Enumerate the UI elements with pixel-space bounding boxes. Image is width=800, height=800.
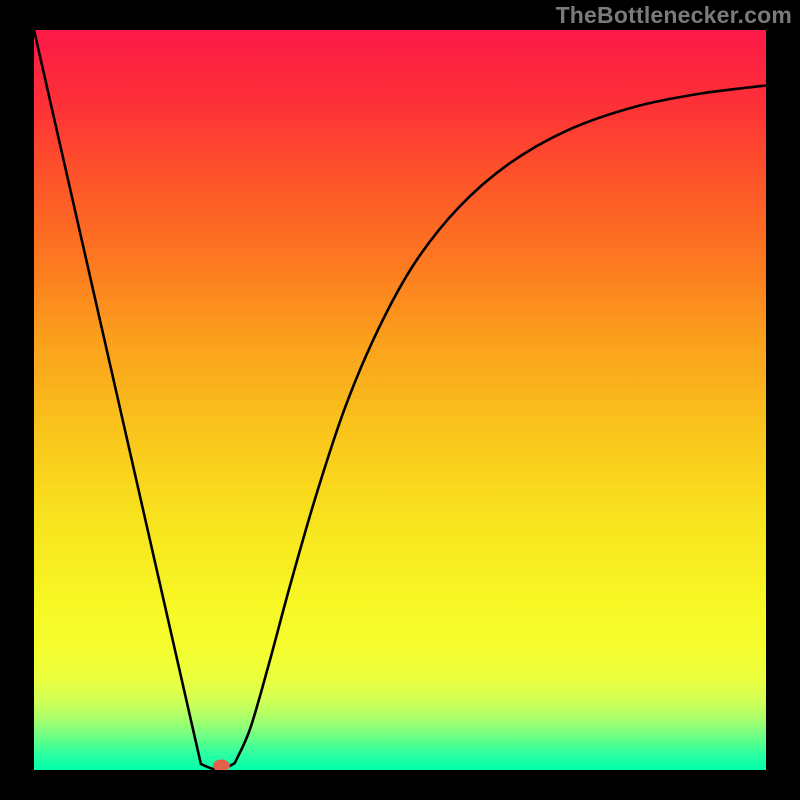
optimal-point-marker [213,760,229,770]
plot-background [34,30,766,770]
watermark-text: TheBottlenecker.com [556,2,792,29]
figure-frame: TheBottlenecker.com [0,0,800,800]
bottleneck-plot [34,30,766,770]
